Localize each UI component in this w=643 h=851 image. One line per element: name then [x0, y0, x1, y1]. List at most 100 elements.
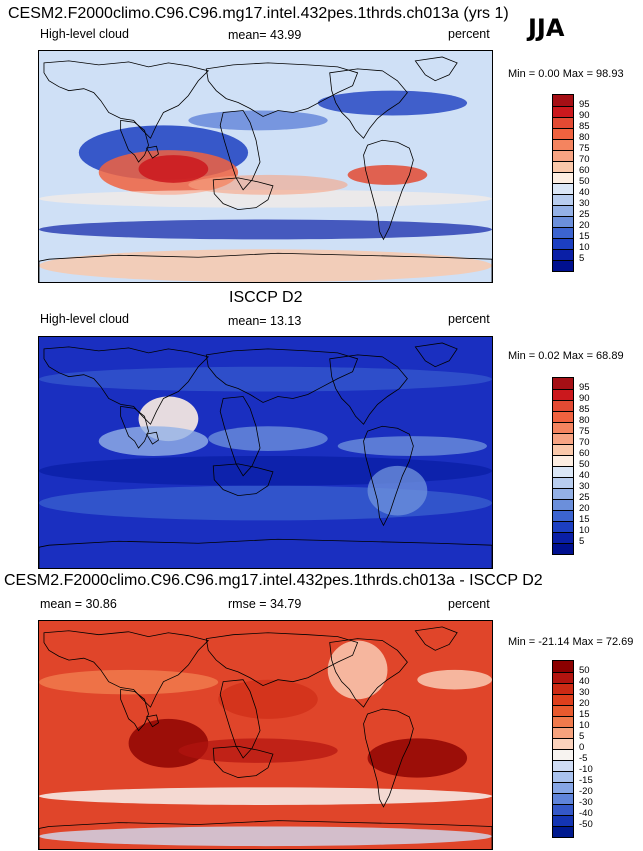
colorbar-swatch [553, 738, 573, 749]
colorbar-swatch [553, 444, 573, 455]
panel-2-mean-label: mean= 13.13 [228, 314, 302, 328]
panel-3-min-max: Min = -21.14 Max = 72.69 [508, 636, 634, 648]
colorbar-swatch [553, 411, 573, 422]
coastline [219, 396, 261, 477]
panel-2-colorbar [552, 377, 574, 555]
coastline [219, 679, 261, 759]
colorbar-tick-label: 30 [579, 198, 590, 209]
panel-3-mean-label: mean = 30.86 [40, 597, 117, 611]
colorbar-tick-label: 40 [579, 470, 590, 481]
colorbar-tick-label: 0 [579, 742, 585, 753]
colorbar-tick-label: 20 [579, 698, 590, 709]
colorbar-tick-label: 5 [579, 253, 585, 264]
colorbar-tick-label: -20 [579, 786, 593, 797]
panel-2-variable-label: High-level cloud [40, 312, 129, 326]
colorbar-swatch [553, 194, 573, 205]
coastline [205, 62, 359, 117]
colorbar-tick-label: 95 [579, 99, 590, 110]
colorbar-tick-label: 40 [579, 676, 590, 687]
panel-1-min-max: Min = 0.00 Max = 98.93 [508, 68, 624, 80]
colorbar-tick-label: 15 [579, 709, 590, 720]
field-contour-region [327, 640, 388, 700]
field-contour-region [218, 679, 318, 719]
coastline [43, 60, 210, 139]
colorbar-tick-label: -50 [579, 819, 593, 830]
field-contour-region [178, 738, 338, 763]
colorbar-swatch [553, 238, 573, 249]
colorbar-swatch [553, 694, 573, 705]
colorbar-swatch [553, 433, 573, 444]
coastline [39, 252, 492, 282]
coastline [329, 638, 408, 708]
colorbar-swatch [553, 499, 573, 510]
colorbar-tick-label: 30 [579, 481, 590, 492]
colorbar-swatch [553, 672, 573, 683]
coastline [414, 56, 458, 82]
coastline [120, 405, 149, 449]
coastline [39, 820, 492, 849]
field-contour-region [39, 366, 492, 392]
colorbar-swatch [553, 760, 573, 771]
colorbar-swatch [553, 389, 573, 400]
colorbar-swatch [553, 139, 573, 150]
coastline [414, 626, 458, 651]
coastline [39, 538, 492, 568]
season-label: JJA [528, 14, 565, 42]
colorbar-swatch [553, 216, 573, 227]
panel-3-title: CESM2.F2000climo.C96.C96.mg17.intel.432p… [4, 572, 543, 589]
colorbar-tick-label: 30 [579, 687, 590, 698]
coastline [145, 145, 159, 159]
panel-3-map [38, 620, 493, 850]
field-contour-region [39, 787, 492, 805]
field-contour-region [98, 426, 209, 456]
panel-1-variable-label: High-level cloud [40, 27, 129, 41]
colorbar-swatch [553, 128, 573, 139]
field-contour-region [347, 165, 428, 185]
colorbar-tick-label: 20 [579, 503, 590, 514]
colorbar-tick-label: 10 [579, 720, 590, 731]
field-contour-region [39, 189, 492, 208]
colorbar-swatch [553, 183, 573, 194]
colorbar-swatch [553, 782, 573, 793]
colorbar-swatch [553, 804, 573, 815]
colorbar-swatch [553, 683, 573, 694]
colorbar-swatch [553, 727, 573, 738]
colorbar-swatch [553, 705, 573, 716]
coastline [363, 139, 414, 241]
panel-1-units-label: percent [448, 27, 490, 41]
map-field [39, 51, 492, 282]
coastline [120, 689, 149, 732]
colorbar-tick-label: 60 [579, 165, 590, 176]
panel-2-map [38, 336, 493, 569]
colorbar-tick-label: 80 [579, 132, 590, 143]
colorbar-swatch [553, 378, 573, 389]
field-contour-region [188, 110, 328, 131]
field-contour-region [367, 738, 468, 778]
coastline [219, 110, 261, 191]
panel-2-units-label: percent [448, 312, 490, 326]
coastline [212, 463, 274, 497]
panel-1-title: CESM2.F2000climo.C96.C96.mg17.intel.432p… [8, 5, 509, 22]
coastline [145, 431, 159, 445]
colorbar-tick-label: 95 [579, 382, 590, 393]
colorbar-tick-label: 5 [579, 536, 585, 547]
coastline [329, 354, 408, 425]
colorbar-swatch [553, 422, 573, 433]
field-contour-region [39, 219, 492, 240]
coastline [414, 342, 458, 368]
colorbar-swatch [553, 521, 573, 532]
colorbar-swatch [553, 793, 573, 804]
coastline [205, 348, 359, 403]
colorbar-tick-label: -30 [579, 797, 593, 808]
colorbar-tick-label: -10 [579, 764, 593, 775]
panel-2-title: ISCCP D2 [229, 289, 303, 306]
colorbar-tick-label: 10 [579, 525, 590, 536]
coastline [43, 630, 210, 708]
panel-2-min-max: Min = 0.02 Max = 68.89 [508, 350, 624, 362]
field-contour-region [337, 436, 488, 456]
field-contour-region [208, 426, 328, 452]
map-field [39, 337, 492, 568]
field-contour-region [39, 826, 492, 847]
colorbar-tick-label: 70 [579, 437, 590, 448]
field-contour-region [317, 90, 468, 116]
